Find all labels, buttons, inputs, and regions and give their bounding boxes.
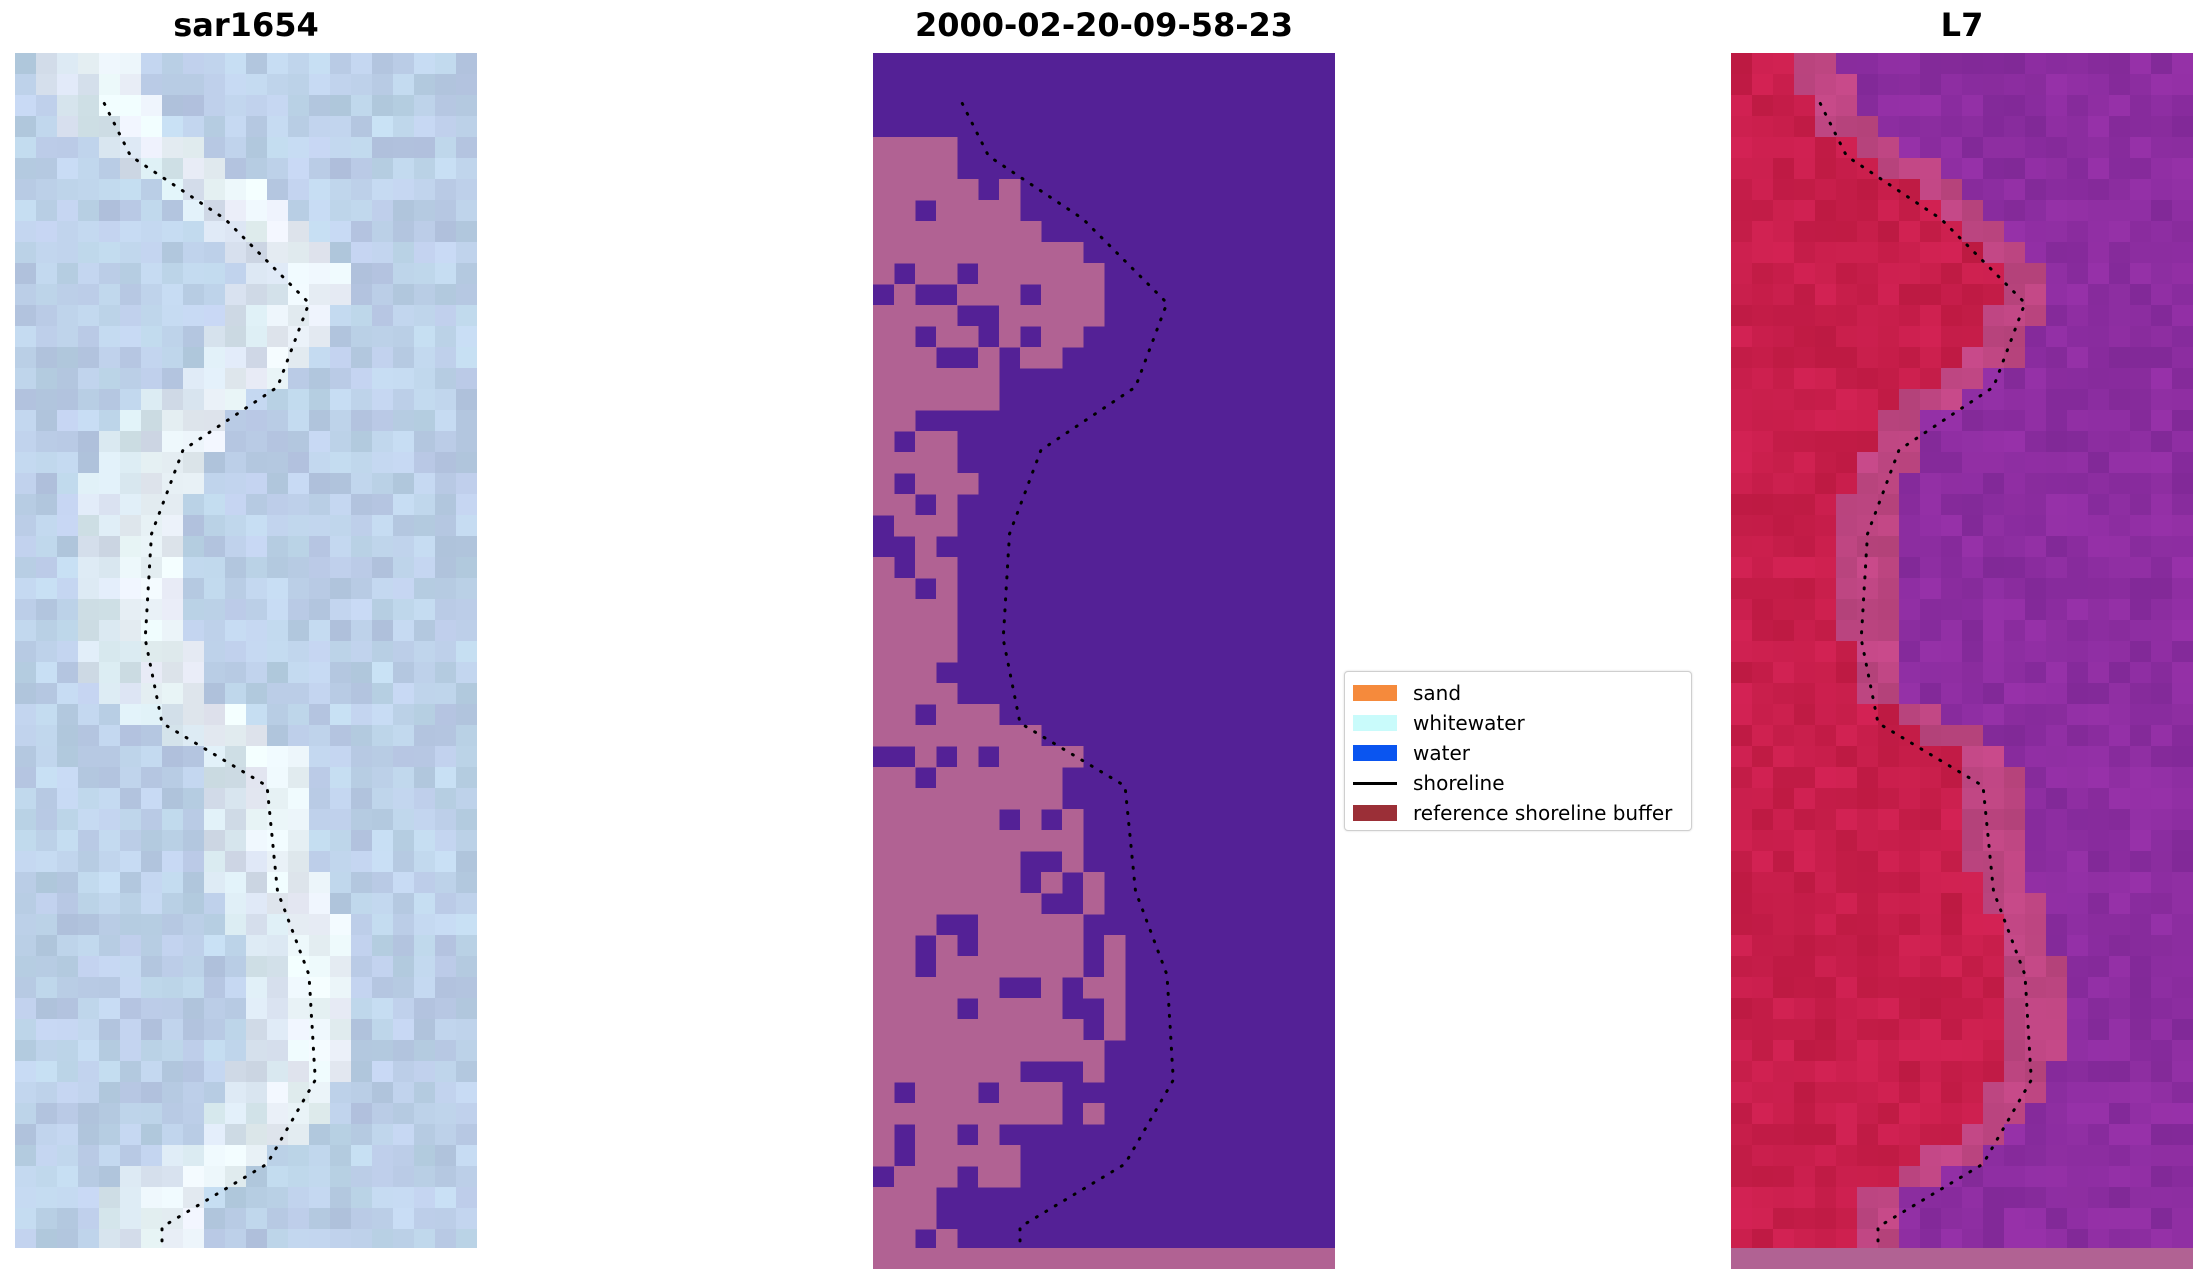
- legend-label: sand: [1413, 681, 1462, 705]
- legend-item-sand: sand: [1353, 680, 1461, 706]
- legend-item-water: water: [1353, 740, 1470, 766]
- panel-title-classification: 2000-02-20-09-58-23: [914, 6, 1294, 44]
- shoreline-dots: [1818, 102, 2033, 1250]
- legend-label: reference shoreline buffer: [1413, 801, 1673, 825]
- shoreline-dots: [102, 102, 317, 1248]
- legend-swatch-shoreline: [1353, 781, 1397, 785]
- panel-title-rgb: sar1654: [173, 6, 319, 44]
- legend-swatch-whitewater: [1353, 715, 1397, 731]
- shoreline-dots: [960, 102, 1175, 1250]
- legend: sand whitewater water shoreline referenc…: [1344, 671, 1692, 831]
- legend-label: whitewater: [1413, 711, 1525, 735]
- legend-swatch-reference-buffer: [1353, 805, 1397, 821]
- legend-item-reference-buffer: reference shoreline buffer: [1353, 800, 1672, 826]
- l7-false-color-image: [1731, 53, 2193, 1269]
- legend-item-shoreline: shoreline: [1353, 770, 1505, 796]
- legend-swatch-sand: [1353, 685, 1397, 701]
- legend-label: shoreline: [1413, 771, 1505, 795]
- rgb-satellite-image: [15, 53, 477, 1248]
- legend-swatch-water: [1353, 745, 1397, 761]
- legend-label: water: [1413, 741, 1470, 765]
- classification-image: [873, 53, 1335, 1269]
- panel-title-l7: L7: [1940, 6, 1984, 44]
- legend-item-whitewater: whitewater: [1353, 710, 1525, 736]
